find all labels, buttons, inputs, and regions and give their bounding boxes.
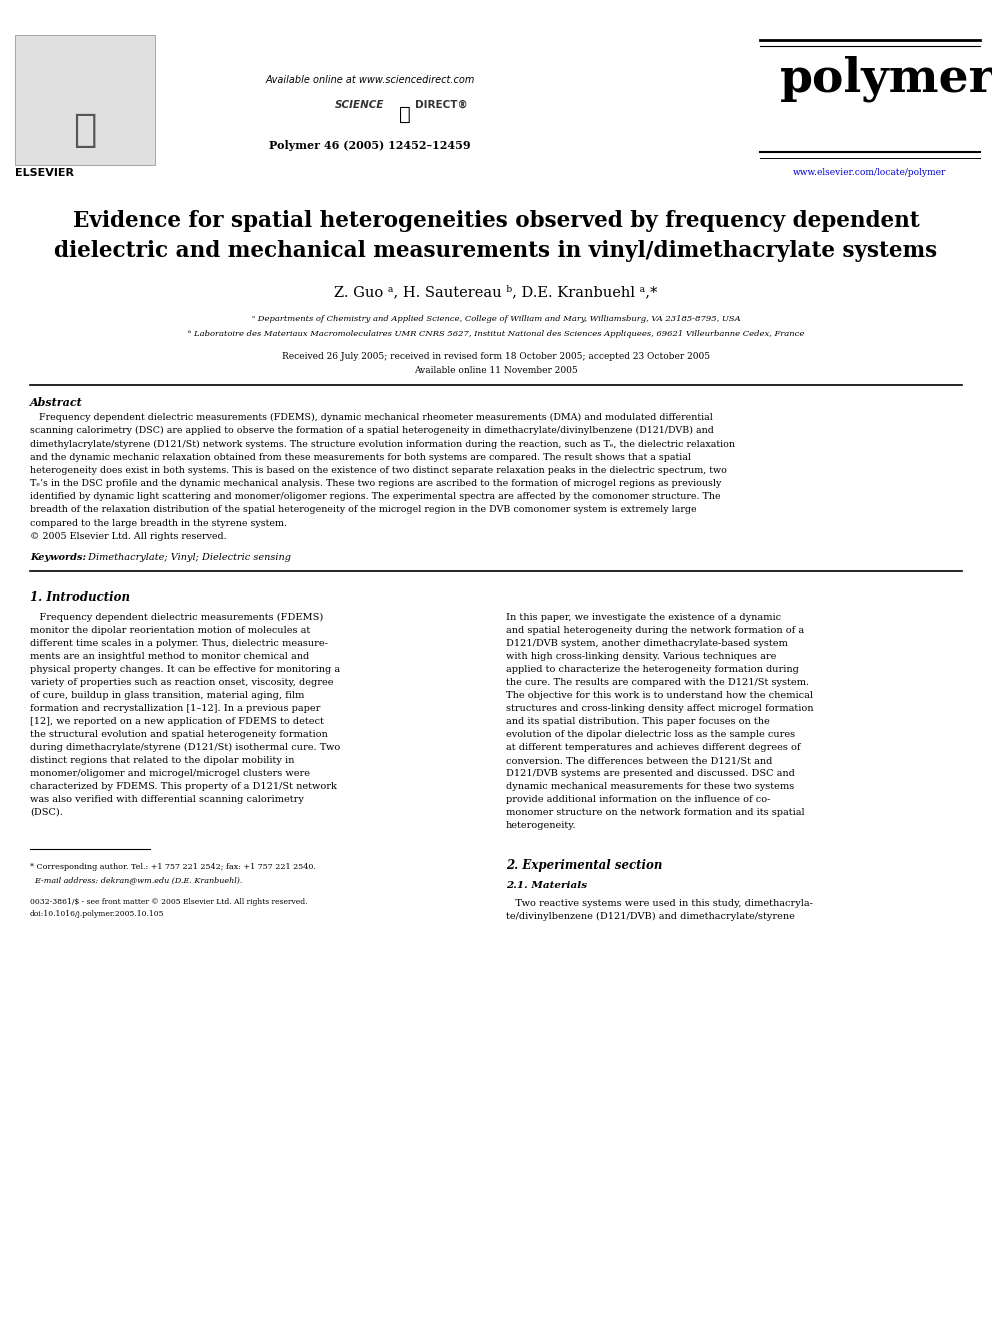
Text: dynamic mechanical measurements for these two systems: dynamic mechanical measurements for thes… bbox=[506, 782, 795, 791]
Text: ᵇ Laboratoire des Materiaux Macromoleculaires UMR CNRS 5627, Institut National d: ᵇ Laboratoire des Materiaux Macromolecul… bbox=[187, 329, 805, 337]
Text: heterogeneity does exist in both systems. This is based on the existence of two : heterogeneity does exist in both systems… bbox=[30, 466, 727, 475]
Text: * Corresponding author. Tel.: +1 757 221 2542; fax: +1 757 221 2540.: * Corresponding author. Tel.: +1 757 221… bbox=[30, 863, 315, 871]
Text: the structural evolution and spatial heterogeneity formation: the structural evolution and spatial het… bbox=[30, 730, 327, 740]
Text: dimethylacrylate/styrene (D121/St) network systems. The structure evolution info: dimethylacrylate/styrene (D121/St) netwo… bbox=[30, 439, 735, 448]
Text: DIRECT®: DIRECT® bbox=[415, 101, 468, 110]
Text: The objective for this work is to understand how the chemical: The objective for this work is to unders… bbox=[506, 691, 813, 700]
Text: Evidence for spatial heterogeneities observed by frequency dependent: Evidence for spatial heterogeneities obs… bbox=[72, 210, 920, 232]
Text: polymer: polymer bbox=[780, 56, 992, 102]
Text: identified by dynamic light scattering and monomer/oligomer regions. The experim: identified by dynamic light scattering a… bbox=[30, 492, 720, 501]
Text: ELSEVIER: ELSEVIER bbox=[15, 168, 74, 179]
Text: monomer/oligomer and microgel/microgel clusters were: monomer/oligomer and microgel/microgel c… bbox=[30, 769, 310, 778]
Text: 2. Experimental section: 2. Experimental section bbox=[506, 859, 663, 872]
Text: different time scales in a polymer. Thus, dielectric measure-: different time scales in a polymer. Thus… bbox=[30, 639, 328, 648]
Text: distinct regions that related to the dipolar mobility in: distinct regions that related to the dip… bbox=[30, 755, 295, 765]
Text: Tₑ’s in the DSC profile and the dynamic mechanical analysis. These two regions a: Tₑ’s in the DSC profile and the dynamic … bbox=[30, 479, 721, 488]
Text: E-mail address: dekran@wm.edu (D.E. Kranbuehl).: E-mail address: dekran@wm.edu (D.E. Kran… bbox=[30, 876, 242, 884]
Text: In this paper, we investigate the existence of a dynamic: In this paper, we investigate the existe… bbox=[506, 613, 781, 622]
Text: and its spatial distribution. This paper focuses on the: and its spatial distribution. This paper… bbox=[506, 717, 770, 726]
Text: provide additional information on the influence of co-: provide additional information on the in… bbox=[506, 795, 771, 804]
Text: [12], we reported on a new application of FDEMS to detect: [12], we reported on a new application o… bbox=[30, 717, 323, 726]
Text: Two reactive systems were used in this study, dimethacryla-: Two reactive systems were used in this s… bbox=[506, 900, 812, 908]
Text: ⓐ: ⓐ bbox=[399, 105, 411, 124]
Text: 1. Introduction: 1. Introduction bbox=[30, 591, 130, 605]
Text: doi:10.1016/j.polymer.2005.10.105: doi:10.1016/j.polymer.2005.10.105 bbox=[30, 910, 165, 918]
Text: Polymer 46 (2005) 12452–12459: Polymer 46 (2005) 12452–12459 bbox=[269, 140, 471, 151]
Text: SCIENCE: SCIENCE bbox=[335, 101, 385, 110]
Text: ᵃ Departments of Chemistry and Applied Science, College of William and Mary, Wil: ᵃ Departments of Chemistry and Applied S… bbox=[252, 315, 740, 323]
Text: 2.1. Materials: 2.1. Materials bbox=[506, 881, 587, 890]
Text: te/divinylbenzene (D121/DVB) and dimethacrylate/styrene: te/divinylbenzene (D121/DVB) and dimetha… bbox=[506, 912, 795, 921]
Text: compared to the large breadth in the styrene system.: compared to the large breadth in the sty… bbox=[30, 519, 287, 528]
Text: monomer structure on the network formation and its spatial: monomer structure on the network formati… bbox=[506, 808, 805, 818]
Text: Frequency dependent dielectric measurements (FDEMS): Frequency dependent dielectric measureme… bbox=[30, 613, 323, 622]
Text: monitor the dipolar reorientation motion of molecules at: monitor the dipolar reorientation motion… bbox=[30, 626, 310, 635]
Text: and the dynamic mechanic relaxation obtained from these measurements for both sy: and the dynamic mechanic relaxation obta… bbox=[30, 452, 691, 462]
Text: ments are an insightful method to monitor chemical and: ments are an insightful method to monito… bbox=[30, 652, 310, 662]
Text: dielectric and mechanical measurements in vinyl/dimethacrylate systems: dielectric and mechanical measurements i… bbox=[55, 239, 937, 262]
Text: 🌳: 🌳 bbox=[73, 111, 96, 149]
Text: formation and recrystallization [1–12]. In a previous paper: formation and recrystallization [1–12]. … bbox=[30, 704, 320, 713]
Bar bbox=[15, 34, 155, 165]
Text: was also verified with differential scanning calorimetry: was also verified with differential scan… bbox=[30, 795, 304, 804]
Text: (DSC).: (DSC). bbox=[30, 808, 62, 818]
Text: Abstract: Abstract bbox=[30, 397, 82, 407]
Text: © 2005 Elsevier Ltd. All rights reserved.: © 2005 Elsevier Ltd. All rights reserved… bbox=[30, 532, 226, 541]
Text: breadth of the relaxation distribution of the spatial heterogeneity of the micro: breadth of the relaxation distribution o… bbox=[30, 505, 696, 515]
Text: www.elsevier.com/locate/polymer: www.elsevier.com/locate/polymer bbox=[794, 168, 946, 177]
Text: Dimethacrylate; Vinyl; Dielectric sensing: Dimethacrylate; Vinyl; Dielectric sensin… bbox=[85, 553, 291, 562]
Text: Frequency dependent dielectric measurements (FDEMS), dynamic mechanical rheomete: Frequency dependent dielectric measureme… bbox=[30, 413, 713, 422]
Text: 0032-3861/$ - see front matter © 2005 Elsevier Ltd. All rights reserved.: 0032-3861/$ - see front matter © 2005 El… bbox=[30, 898, 308, 906]
Text: and spatial heterogeneity during the network formation of a: and spatial heterogeneity during the net… bbox=[506, 626, 805, 635]
Text: physical property changes. It can be effective for monitoring a: physical property changes. It can be eff… bbox=[30, 665, 340, 673]
Text: of cure, buildup in glass transition, material aging, film: of cure, buildup in glass transition, ma… bbox=[30, 691, 305, 700]
Text: Received 26 July 2005; received in revised form 18 October 2005; accepted 23 Oct: Received 26 July 2005; received in revis… bbox=[282, 352, 710, 361]
Text: the cure. The results are compared with the D121/St system.: the cure. The results are compared with … bbox=[506, 677, 809, 687]
Text: heterogeneity.: heterogeneity. bbox=[506, 822, 576, 830]
Text: Z. Guo ᵃ, H. Sautereau ᵇ, D.E. Kranbuehl ᵃ,*: Z. Guo ᵃ, H. Sautereau ᵇ, D.E. Kranbuehl… bbox=[334, 284, 658, 299]
Text: evolution of the dipolar dielectric loss as the sample cures: evolution of the dipolar dielectric loss… bbox=[506, 730, 796, 740]
Text: D121/DVB systems are presented and discussed. DSC and: D121/DVB systems are presented and discu… bbox=[506, 769, 795, 778]
Text: structures and cross-linking density affect microgel formation: structures and cross-linking density aff… bbox=[506, 704, 813, 713]
Text: characterized by FDEMS. This property of a D121/St network: characterized by FDEMS. This property of… bbox=[30, 782, 337, 791]
Text: conversion. The differences between the D121/St and: conversion. The differences between the … bbox=[506, 755, 773, 765]
Text: Available online at www.sciencedirect.com: Available online at www.sciencedirect.co… bbox=[265, 75, 475, 85]
Text: with high cross-linking density. Various techniques are: with high cross-linking density. Various… bbox=[506, 652, 777, 662]
Text: applied to characterize the heterogeneity formation during: applied to characterize the heterogeneit… bbox=[506, 665, 799, 673]
Text: Available online 11 November 2005: Available online 11 November 2005 bbox=[414, 366, 578, 374]
Text: Keywords:: Keywords: bbox=[30, 553, 86, 562]
Text: scanning calorimetry (DSC) are applied to observe the formation of a spatial het: scanning calorimetry (DSC) are applied t… bbox=[30, 426, 714, 435]
Text: D121/DVB system, another dimethacrylate-based system: D121/DVB system, another dimethacrylate-… bbox=[506, 639, 788, 648]
Text: at different temperatures and achieves different degrees of: at different temperatures and achieves d… bbox=[506, 744, 801, 751]
Text: variety of properties such as reaction onset, viscosity, degree: variety of properties such as reaction o… bbox=[30, 677, 333, 687]
Text: during dimethacrylate/styrene (D121/St) isothermal cure. Two: during dimethacrylate/styrene (D121/St) … bbox=[30, 744, 340, 751]
